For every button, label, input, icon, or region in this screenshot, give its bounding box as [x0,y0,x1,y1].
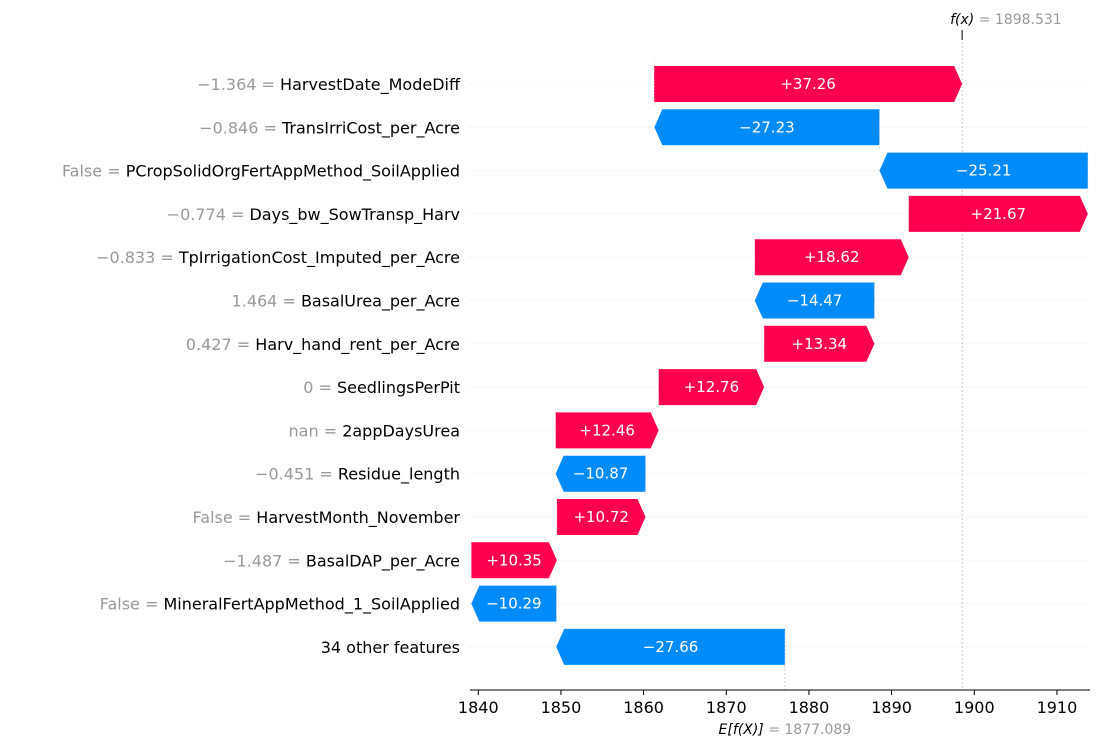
contribution-bar [556,628,785,665]
x-axis: 1840 1850 1860 1870 1880 1890 1900 1910 E[f(X)] … [458,12,1090,738]
feature-label: False = HarvestMonth_November [193,508,461,528]
reference-lines [784,30,963,690]
feature-label: False = PCropSolidOrgFertAppMethod_SoilA… [62,162,460,182]
feature-label: nan = 2appDaysUrea [289,421,460,440]
x-tick-label: 1880 [789,698,830,717]
bar-value-label: +21.67 [971,205,1027,223]
feature-value: −0.846 = [199,118,282,137]
feature-name: TpIrrigationCost_Imputed_per_Acre [178,248,460,268]
contribution-bar [658,369,765,406]
bar-value-label: +37.26 [780,75,836,93]
x-tick-label: 1850 [541,698,582,717]
feature-name: PCropSolidOrgFertAppMethod_SoilApplied [126,162,460,182]
feature-name: Days_bw_SowTransp_Harv [249,205,460,225]
feature-label: −0.833 = TpIrrigationCost_Imputed_per_Ac… [96,248,460,268]
output-value-annotation: f(x) = 1898.531 [950,12,1062,28]
feature-value: nan = [289,421,343,440]
contribution-bars: +37.26 −27.23 −25.21 +21.67 +18.62 −14.47 +13.… [470,62,1089,669]
feature-name: TransIrriCost_per_Acre [281,118,460,138]
contribution-bar [908,195,1088,232]
contribution-bar [654,109,880,146]
feature-label: 1.464 = BasalUrea_per_Acre [232,292,460,312]
x-tick-label: 1910 [1037,698,1078,717]
bar-value-label: +18.62 [804,248,860,266]
feature-value: False = [193,508,257,527]
feature-name: SeedlingsPerPit [337,378,460,397]
contribution-bar [754,282,875,319]
x-tick-label: 1890 [871,698,912,717]
bar-value-label: −10.87 [573,465,629,483]
feature-name: BasalUrea_per_Acre [301,292,460,312]
feature-value: −1.487 = [223,551,306,570]
bar-value-label: +12.76 [684,378,740,396]
feature-label: −1.487 = BasalDAP_per_Acre [223,551,460,571]
feature-name: HarvestMonth_November [256,508,460,528]
feature-value: False = [62,162,126,181]
feature-label: −0.451 = Residue_length [255,465,460,485]
contribution-bar [556,499,646,535]
feature-label: −0.774 = Days_bw_SowTransp_Harv [167,205,460,225]
bar-value-label: −27.66 [643,638,699,656]
feature-label: 0 = SeedlingsPerPit [303,378,460,397]
feature-label: False = MineralFertAppMethod_1_SoilAppli… [100,595,460,615]
contribution-bar [555,412,659,449]
feature-value: −0.774 = [167,205,250,224]
feature-value: False = [100,595,164,614]
contribution-bar [471,542,557,579]
bar-value-label: −10.29 [486,595,542,613]
contribution-bar [471,585,557,622]
base-value-label: E[f(X)] [719,722,769,738]
contribution-bar [555,455,646,492]
base-value-text: = 1877.089 [768,722,851,738]
output-value-text: = 1898.531 [979,12,1062,28]
x-tick-label: 1870 [706,698,747,717]
feature-name: MineralFertAppMethod_1_SoilApplied [163,595,460,615]
feature-label: −1.364 = HarvestDate_ModeDiff [197,75,461,95]
feature-name: 34 other features [321,638,460,657]
bar-value-label: −14.47 [787,292,843,310]
feature-label: 0.427 = Harv_hand_rent_per_Acre [186,335,460,355]
contribution-bar [879,152,1088,189]
contribution-bar [654,66,963,102]
feature-label: 34 other features [321,638,460,657]
feature-value: 0 = [303,378,337,397]
x-tick-label: 1840 [458,698,499,717]
feature-value: −0.451 = [255,465,338,484]
contribution-bar [764,325,875,362]
bar-value-label: −27.23 [739,118,795,136]
feature-value: −0.833 = [96,248,179,267]
feature-label: −0.846 = TransIrriCost_per_Acre [199,118,460,138]
feature-name: BasalDAP_per_Acre [306,551,460,571]
bar-value-label: +10.35 [486,551,542,569]
feature-name: HarvestDate_ModeDiff [280,75,461,95]
bar-value-label: −25.21 [956,162,1012,180]
base-value-annotation: E[f(X)] = 1877.089 [719,722,852,738]
x-tick-label: 1900 [954,698,995,717]
output-value-label: f(x) [950,12,979,28]
feature-labels: −1.364 = HarvestDate_ModeDiff −0.846 = Tr… [62,75,461,657]
x-tick-label: 1860 [623,698,664,717]
feature-value: 0.427 = [186,335,255,354]
feature-name: Harv_hand_rent_per_Acre [255,335,460,355]
contribution-bar [754,239,909,276]
feature-name: 2appDaysUrea [342,421,460,440]
bar-value-label: +12.46 [579,421,635,439]
feature-value: −1.364 = [197,75,280,94]
feature-name: Residue_length [338,465,460,485]
feature-value: 1.464 = [232,292,301,311]
bar-value-label: +13.34 [792,335,848,353]
bar-value-label: +10.72 [573,508,629,526]
